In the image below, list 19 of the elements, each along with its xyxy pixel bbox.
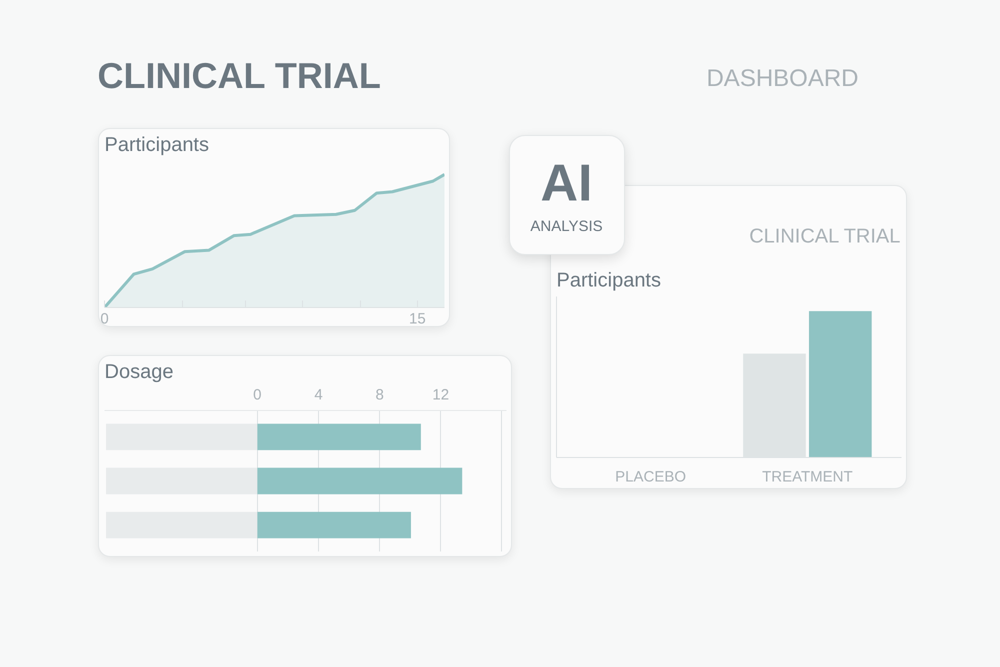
- x-tick-label: 0: [253, 386, 262, 404]
- text: ANALYSIS: [530, 218, 603, 235]
- text: DASHBOARD: [706, 65, 859, 92]
- x-tick-label: 0: [100, 310, 109, 328]
- text: CLINICAL TRIAL: [98, 55, 381, 96]
- chart-title: CLINICAL TRIAL: [749, 226, 900, 248]
- text: AI: [540, 154, 592, 212]
- chart-title: Dosage: [104, 361, 174, 383]
- bar: [257, 468, 462, 494]
- x-tick-label: 8: [375, 386, 384, 404]
- bar: [257, 424, 421, 450]
- chart-title: Participants: [104, 134, 209, 156]
- x-tick-label: TREATMENT: [762, 468, 853, 486]
- chart-subtitle: Participants: [556, 270, 661, 292]
- x-tick-label: PLACEBO: [615, 468, 686, 486]
- x-tick-label: 12: [432, 386, 450, 404]
- x-tick-label: 4: [314, 386, 323, 404]
- x-tick-label: 15: [409, 310, 426, 328]
- bar: [257, 512, 411, 538]
